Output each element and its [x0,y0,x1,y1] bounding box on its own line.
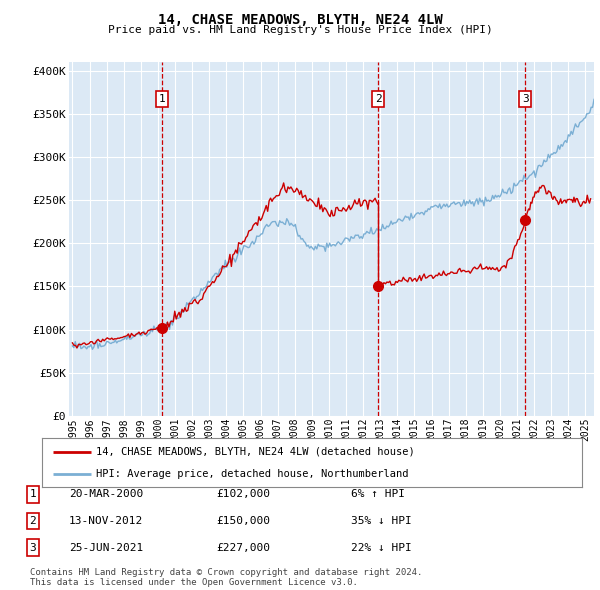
Text: £150,000: £150,000 [216,516,270,526]
Text: 20-MAR-2000: 20-MAR-2000 [69,490,143,499]
Text: 2: 2 [29,516,37,526]
Text: 3: 3 [522,94,529,104]
Text: 22% ↓ HPI: 22% ↓ HPI [351,543,412,552]
Text: HPI: Average price, detached house, Northumberland: HPI: Average price, detached house, Nort… [96,468,409,478]
Text: 3: 3 [29,543,37,552]
Text: 14, CHASE MEADOWS, BLYTH, NE24 4LW (detached house): 14, CHASE MEADOWS, BLYTH, NE24 4LW (deta… [96,447,415,457]
Text: 1: 1 [158,94,165,104]
Text: Price paid vs. HM Land Registry's House Price Index (HPI): Price paid vs. HM Land Registry's House … [107,25,493,35]
Text: 14, CHASE MEADOWS, BLYTH, NE24 4LW: 14, CHASE MEADOWS, BLYTH, NE24 4LW [158,13,442,27]
Text: 13-NOV-2012: 13-NOV-2012 [69,516,143,526]
Text: 2: 2 [374,94,382,104]
Text: 1: 1 [29,490,37,499]
Text: 25-JUN-2021: 25-JUN-2021 [69,543,143,552]
Text: £227,000: £227,000 [216,543,270,552]
Text: 35% ↓ HPI: 35% ↓ HPI [351,516,412,526]
Text: This data is licensed under the Open Government Licence v3.0.: This data is licensed under the Open Gov… [30,578,358,587]
Text: £102,000: £102,000 [216,490,270,499]
Text: Contains HM Land Registry data © Crown copyright and database right 2024.: Contains HM Land Registry data © Crown c… [30,568,422,577]
Text: 6% ↑ HPI: 6% ↑ HPI [351,490,405,499]
